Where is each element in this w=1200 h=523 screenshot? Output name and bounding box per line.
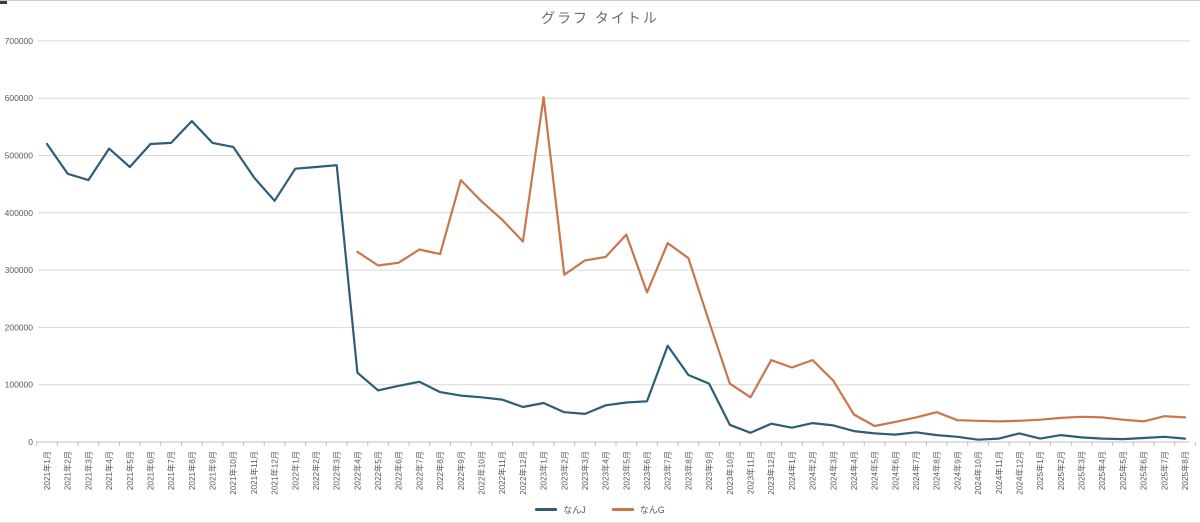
legend-item-nanj: なんJ xyxy=(535,503,586,516)
series-line-nang xyxy=(356,96,1187,428)
x-axis-label: 2025年2月 xyxy=(1056,451,1066,490)
x-axis-label: 2024年10月 xyxy=(973,451,983,495)
x-axis-label: 2021年9月 xyxy=(208,451,218,490)
y-axis-label: 500000 xyxy=(5,151,34,161)
x-axis-label: 2021年12月 xyxy=(270,451,280,495)
x-axis-label: 2025年8月 xyxy=(1180,451,1190,490)
x-axis-label: 2024年6月 xyxy=(890,451,900,490)
x-axis-label: 2021年2月 xyxy=(63,451,73,490)
x-axis-label: 2023年10月 xyxy=(725,451,735,495)
x-axis-label: 2023年8月 xyxy=(683,451,693,490)
x-axis-label: 2024年12月 xyxy=(1014,451,1024,495)
x-axis-label: 2025年6月 xyxy=(1139,451,1149,490)
x-axis-label: 2022年7月 xyxy=(414,451,424,490)
x-axis-label: 2022年10月 xyxy=(477,451,487,495)
x-axis-label: 2024年5月 xyxy=(870,451,880,490)
x-axis-label: 2024年11月 xyxy=(994,451,1004,494)
x-axis-label: 2023年5月 xyxy=(621,451,631,490)
x-axis-label: 2024年1月 xyxy=(787,451,797,490)
x-axis-label: 2021年7月 xyxy=(166,451,176,490)
legend-swatch-nanj xyxy=(535,508,558,511)
x-axis-label: 2025年5月 xyxy=(1118,451,1128,490)
x-axis-label: 2023年3月 xyxy=(580,451,590,490)
chart-title: グラフ タイトル xyxy=(541,10,659,26)
x-axis-label: 2023年9月 xyxy=(704,451,714,490)
x-axis-label: 2021年5月 xyxy=(125,451,135,490)
y-axis-label: 400000 xyxy=(5,208,34,218)
y-axis-label: 700000 xyxy=(5,36,34,46)
x-axis-label: 2024年4月 xyxy=(849,451,859,490)
x-axis-label: 2024年7月 xyxy=(911,451,921,490)
legend-label-nang: なんG xyxy=(639,505,665,515)
x-axis-label: 2022年2月 xyxy=(311,451,321,490)
y-axis-label: 300000 xyxy=(5,265,34,275)
x-axis-label: 2022年9月 xyxy=(456,451,466,490)
y-axis-label: 100000 xyxy=(5,380,34,390)
legend-swatch-nang xyxy=(611,508,634,511)
x-axis-label: 2023年1月 xyxy=(539,451,549,490)
x-axis-label: 2023年4月 xyxy=(601,451,611,490)
y-axis-label: 200000 xyxy=(5,322,34,332)
x-axis-label: 2022年6月 xyxy=(394,451,404,490)
x-axis-label: 2023年2月 xyxy=(559,451,569,490)
x-axis-label: 2022年1月 xyxy=(290,451,300,490)
x-axis-label: 2025年7月 xyxy=(1159,451,1169,490)
x-axis-label: 2021年11月 xyxy=(249,451,259,494)
x-axis-label: 2023年12月 xyxy=(766,451,776,495)
y-axis-label: 600000 xyxy=(5,93,34,103)
x-axis-label: 2023年7月 xyxy=(663,451,673,490)
x-axis-label: 2022年4月 xyxy=(352,451,362,490)
x-axis-label: 2022年12月 xyxy=(518,451,528,495)
x-axis-label: 2021年4月 xyxy=(104,451,114,490)
x-axis-label: 2021年6月 xyxy=(145,451,155,490)
x-axis-label: 2022年5月 xyxy=(373,451,383,490)
window-corner-fragment xyxy=(0,1,7,4)
legend-item-nang: なんG xyxy=(611,503,665,516)
x-axis-label: 2022年3月 xyxy=(332,451,342,490)
x-axis-label: 2023年6月 xyxy=(642,451,652,490)
x-axis-label: 2021年10月 xyxy=(228,451,238,495)
x-axis-label: 2025年3月 xyxy=(1077,451,1087,490)
x-axis-label: 2025年1月 xyxy=(1035,451,1045,490)
x-axis-label: 2024年3月 xyxy=(828,451,838,490)
x-axis-label: 2025年4月 xyxy=(1097,451,1107,490)
x-axis-label: 2021年3月 xyxy=(83,451,93,490)
x-axis-label: 2022年11月 xyxy=(497,451,507,494)
x-axis-label: 2024年2月 xyxy=(808,451,818,490)
x-axis-label: 2021年8月 xyxy=(187,451,197,490)
series-line-nanj xyxy=(45,120,1187,441)
legend-label-nanj: なんJ xyxy=(563,505,586,515)
y-axis-label: 0 xyxy=(28,437,33,447)
x-axis-label: 2021年1月 xyxy=(42,451,52,490)
x-axis-label: 2022年8月 xyxy=(435,451,445,490)
x-axis-label: 2024年8月 xyxy=(932,451,942,490)
x-axis-label: 2023年11月 xyxy=(745,451,755,494)
x-axis-label: 2024年9月 xyxy=(952,451,962,490)
chart-legend: なんJ なんG xyxy=(0,503,1200,516)
